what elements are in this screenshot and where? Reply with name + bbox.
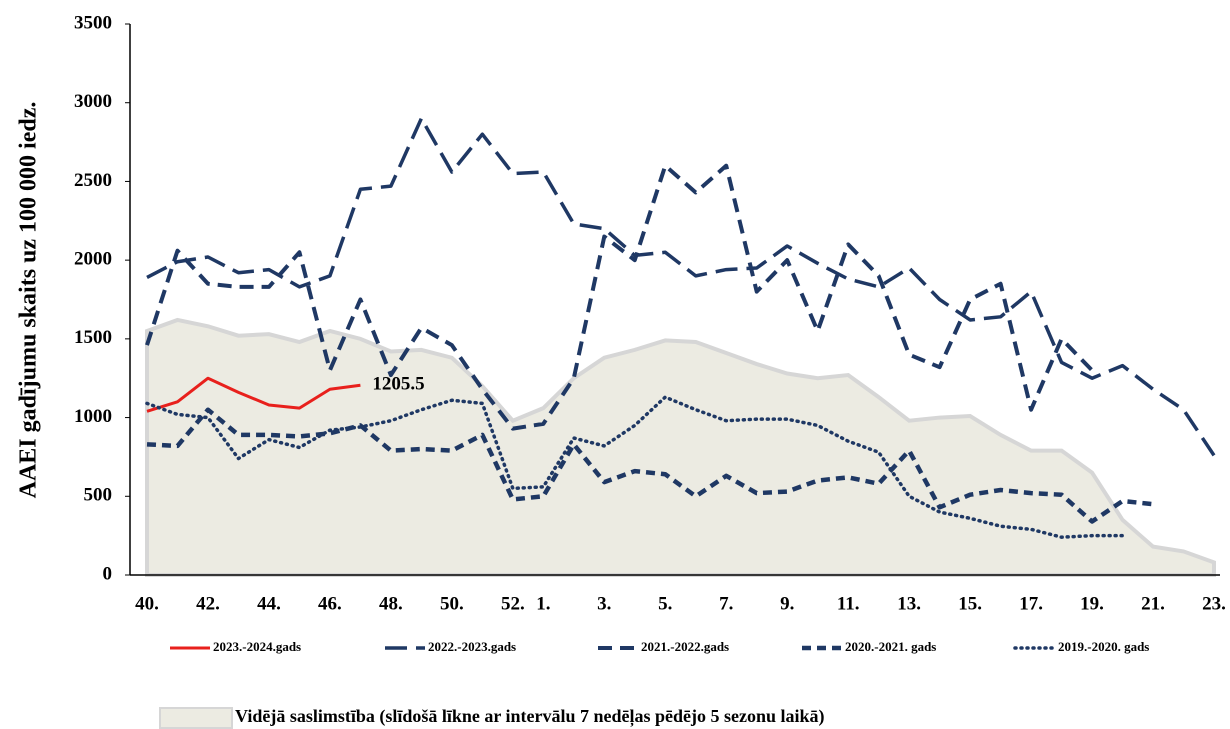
legend-label: 2020.-2021. gads [845, 639, 936, 654]
legend-label: 2019.-2020. gads [1058, 639, 1149, 654]
x-tick-label: 44. [257, 593, 281, 614]
y-tick-label: 3500 [74, 12, 112, 33]
x-tick-label: 1. [536, 593, 550, 614]
series-line [145, 163, 1094, 431]
legend-label: 2021.-2022.gads [641, 639, 729, 654]
x-tick-label: 21. [1141, 593, 1165, 614]
x-tick-label: 42. [196, 593, 220, 614]
y-tick-label: 1000 [74, 406, 112, 427]
x-tick-label: 17. [1019, 593, 1043, 614]
legend-label: 2023.-2024.gads [213, 639, 301, 654]
legend-label: Vidējā saslimstība (slīdošā līkne ar int… [235, 706, 825, 727]
legend-label: 2022.-2023.gads [428, 639, 516, 654]
series-line [146, 376, 361, 413]
legend-swatch [159, 707, 233, 729]
series-line [146, 407, 1154, 524]
y-tick-label: 0 [103, 563, 113, 584]
data-label: 1205.5 [372, 374, 424, 395]
y-tick-label: 2000 [74, 249, 112, 270]
x-tick-label: 48. [379, 593, 403, 614]
y-tick-label: 500 [84, 485, 113, 506]
y-tick-label: 1500 [74, 327, 112, 348]
y-tick-label: 3000 [74, 91, 112, 112]
x-tick-label: 13. [897, 593, 921, 614]
x-tick-label: 15. [958, 593, 982, 614]
x-tick-label: 5. [658, 593, 672, 614]
y-axis-label: AAEI gadījumu skaits uz 100 000 iedz. [16, 102, 42, 499]
y-tick-label: 2500 [74, 170, 112, 191]
x-tick-label: 52. [501, 593, 525, 614]
x-tick-label: 7. [719, 593, 733, 614]
series-line [146, 116, 1216, 457]
x-tick-label: 19. [1080, 593, 1104, 614]
x-tick-label: 3. [597, 593, 611, 614]
x-tick-label: 40. [135, 593, 159, 614]
x-tick-label: 11. [837, 593, 860, 614]
x-tick-label: 9. [780, 593, 794, 614]
x-tick-label: 46. [318, 593, 342, 614]
series-line [145, 395, 1125, 539]
average-area [145, 317, 1216, 577]
x-tick-label: 23. [1202, 593, 1226, 614]
x-tick-label: 50. [440, 593, 464, 614]
